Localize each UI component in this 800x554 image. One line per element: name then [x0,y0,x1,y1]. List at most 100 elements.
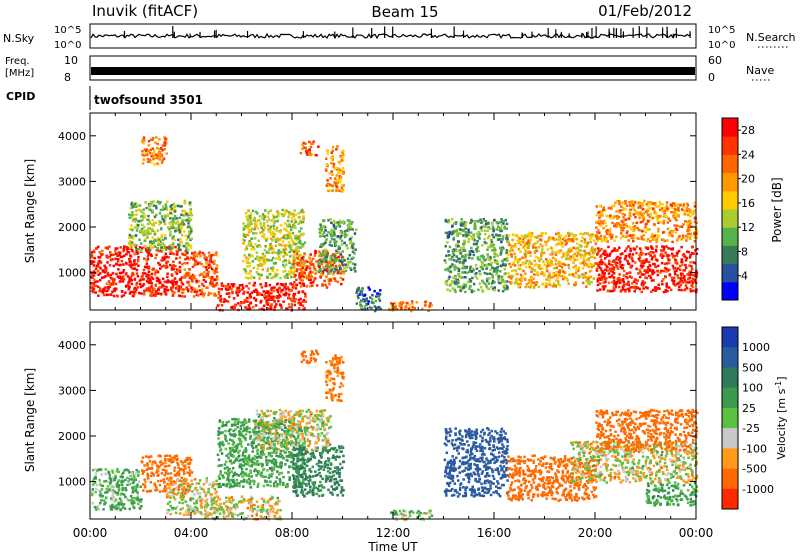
scatter-cell [187,230,191,233]
scatter-cell [252,296,256,300]
scatter-cell [651,272,654,276]
scatter-cell [663,262,667,266]
scatter-cell [137,259,140,263]
scatter-cell [124,495,127,499]
scatter-cell [451,263,454,266]
scatter-cell [130,214,133,217]
scatter-cell [124,478,127,482]
scatter-cell [524,255,527,258]
scatter-cell [210,254,213,257]
scatter-cell [244,225,247,228]
scatter-cell [211,281,214,284]
scatter-cell [183,295,187,298]
scatter-cell [636,226,639,230]
scatter-cell [350,268,353,271]
scatter-cell [187,271,190,275]
scatter-cell [611,204,615,208]
scatter-cell [282,236,285,239]
scatter-cell [298,274,301,278]
scatter-cell [165,255,169,259]
scatter-cell [663,212,666,215]
scatter-cell [484,232,487,236]
scatter-cell [290,268,293,272]
scatter-cell [335,249,338,253]
scatter-cell [97,245,100,249]
scatter-cell [583,249,586,253]
scatter-cell [454,276,457,279]
scatter-cell [534,263,538,266]
scatter-cell [648,260,651,264]
scatter-cell [525,242,529,245]
scatter-cell [669,229,672,233]
scatter-cell [331,155,334,158]
scatter-cell [505,280,508,284]
scatter-cell [249,276,252,280]
scatter-cell [330,235,333,238]
scatter-cell [146,160,150,164]
scatter-cell [562,277,565,281]
scatter-cell [415,301,419,304]
scatter-cell [652,223,656,226]
scatter-cell [327,219,330,222]
scatter-cell [631,234,635,237]
scatter-cell [604,208,607,212]
scatter-cell [297,298,301,302]
scatter-cell [236,289,240,293]
scatter-cell [554,285,557,288]
scatter-cell [184,478,187,482]
scatter-cell [644,269,647,272]
scatter-cell [594,242,598,245]
scatter-cell [181,291,184,294]
scatter-cell [298,281,302,285]
scatter-cell [208,266,211,270]
scatter-cell [155,249,159,252]
scatter-cell [325,234,329,237]
scatter-cell [613,239,616,242]
scatter-cell [491,221,494,225]
scatter-cell [597,236,601,239]
scatter-cell [327,271,331,274]
scatter-cell [682,279,685,283]
scatter-cell [626,287,629,291]
scatter-cell [204,280,208,283]
scatter-cell [693,220,697,224]
scatter-cell [148,288,152,291]
nave-tick-top: 60 [708,54,722,67]
scatter-cell [145,152,149,155]
scatter-cell [135,223,139,226]
scatter-cell [274,261,277,265]
scatter-cell [690,234,693,238]
scatter-cell [532,286,536,289]
scatter-cell [616,278,620,281]
scatter-cell [644,246,648,249]
scatter-cell [488,277,491,280]
scatter-cell [103,271,107,274]
scatter-cell [200,263,203,266]
scatter-cell [101,249,104,253]
scatter-cell [211,277,214,280]
scatter-cell [495,234,498,238]
scatter-cell [471,257,474,260]
scatter-cell [269,307,273,310]
scatter-cell [244,306,247,309]
scatter-cell [578,243,582,247]
scatter-cell [127,499,130,502]
scatter-cell [629,214,632,218]
scatter-cell [642,215,646,219]
scatter-cell [673,270,677,273]
scatter-cell [299,259,302,262]
scatter-cell [530,232,534,235]
scatter-cell [475,277,479,280]
scatter-cell [676,274,679,277]
scatter-cell [151,209,154,212]
scatter-cell [628,234,631,237]
scatter-cell [520,279,523,282]
scatter-cell [543,273,546,276]
scatter-cell [693,239,696,243]
scatter-cell [249,301,253,304]
scatter-cell [133,243,136,246]
scatter-cell [641,280,645,283]
scatter-cell [111,258,114,261]
scatter-cell [160,155,164,158]
